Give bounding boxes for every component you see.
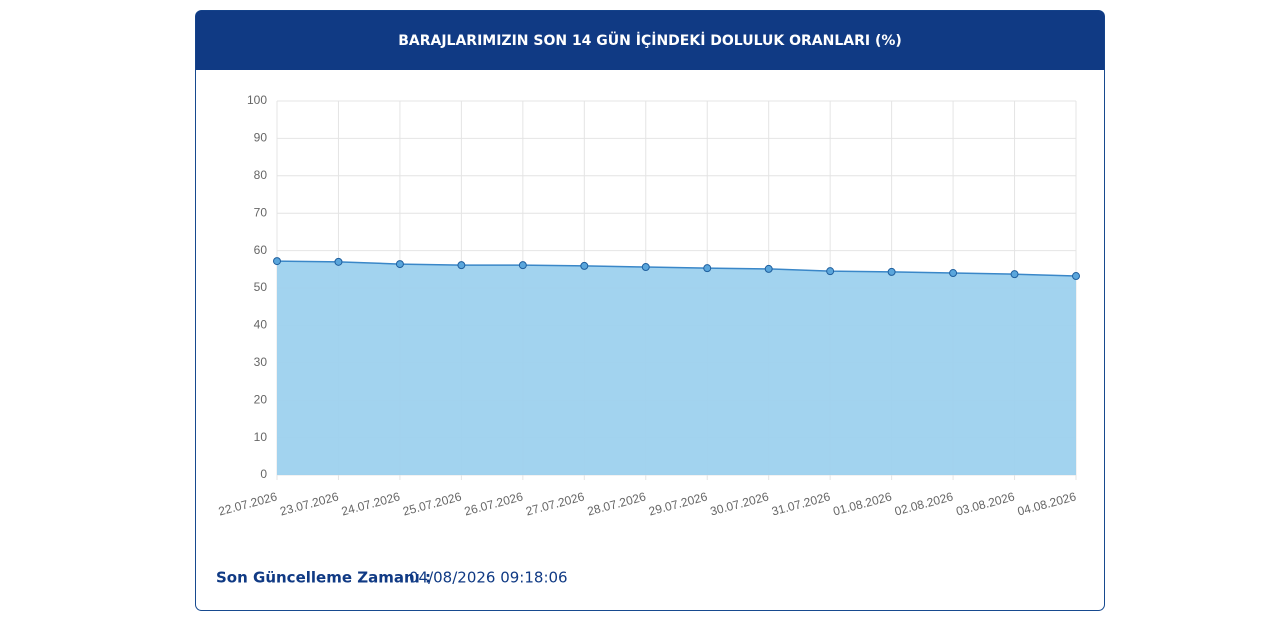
point: [1010, 270, 1019, 279]
point: [457, 261, 466, 270]
y-tick-label: 50: [254, 280, 268, 294]
line: [276, 260, 1077, 277]
point: [641, 263, 650, 272]
point: [580, 261, 589, 270]
y-tick-label: 70: [254, 205, 268, 219]
y-tick-label: 0: [260, 467, 267, 481]
point: [826, 267, 835, 276]
point: [887, 267, 896, 276]
area: [277, 261, 1076, 475]
chart-title: BARAJLARIMIZIN SON 14 GÜN İÇİNDEKİ DOLUL…: [398, 31, 902, 49]
point: [334, 257, 343, 266]
y-tick-label: 80: [254, 168, 268, 182]
point: [703, 264, 712, 273]
footer-label: Son Güncelleme Zamanı :: [216, 569, 431, 587]
point: [949, 269, 958, 278]
y-tick-label: 10: [254, 430, 268, 444]
y-tick-label: 90: [254, 131, 268, 145]
point: [1072, 272, 1080, 281]
y-tick-label: 60: [254, 243, 268, 257]
y-tick-label: 20: [254, 392, 268, 406]
point: [764, 264, 773, 273]
point: [518, 261, 527, 270]
footer-value: 04/08/2026 09:18:06: [409, 569, 568, 587]
y-tick-label: 100: [247, 93, 267, 107]
y-tick-label: 30: [254, 355, 268, 369]
point: [273, 257, 281, 266]
point: [395, 260, 404, 269]
panel-header: [195, 10, 1105, 70]
y-tick-label: 40: [254, 318, 268, 332]
